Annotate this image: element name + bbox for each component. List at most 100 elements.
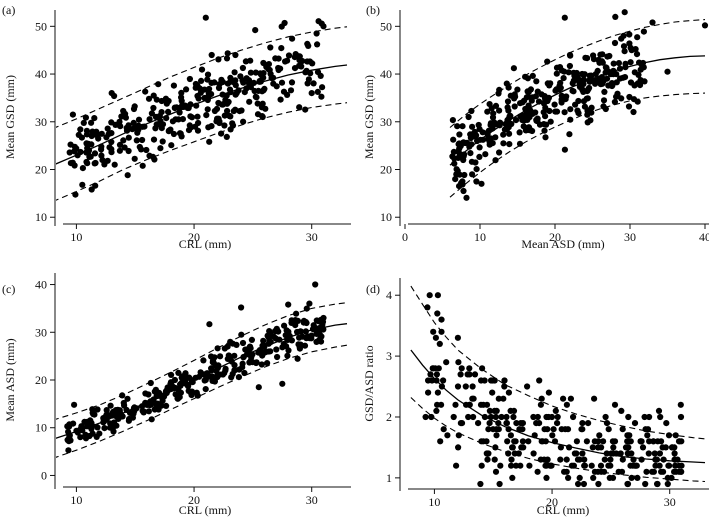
- data-point: [473, 178, 480, 185]
- y-tick-label: 4: [386, 288, 392, 302]
- data-point: [476, 153, 483, 160]
- data-point: [305, 42, 312, 50]
- data-point: [472, 159, 479, 166]
- x-axis-title: Mean ASD (mm): [521, 237, 604, 251]
- data-point: [436, 340, 443, 347]
- data-point: [457, 420, 464, 427]
- panel-b: (b) 0 10 20 30 40 10 20 30 40 50 Mean ASD (mm) Mean …: [362, 3, 709, 251]
- data-point: [560, 395, 567, 402]
- y-axis-title: GSD/ASD ratio: [362, 345, 376, 421]
- data-point: [231, 69, 238, 76]
- data-point: [223, 55, 231, 62]
- data-point: [170, 130, 177, 138]
- data-point: [639, 444, 647, 451]
- data-point: [618, 468, 626, 475]
- data-point: [516, 140, 524, 147]
- data-point: [203, 112, 210, 119]
- data-point: [168, 142, 175, 149]
- data-point: [508, 462, 515, 469]
- data-point: [130, 410, 137, 417]
- fitted-curve: [449, 55, 706, 166]
- data-point: [259, 88, 266, 95]
- data-point: [101, 425, 108, 432]
- data-point: [433, 371, 440, 378]
- data-point: [255, 384, 262, 391]
- data-point: [570, 462, 578, 469]
- data-point: [302, 106, 309, 113]
- x-tick-label: 40: [699, 230, 709, 244]
- data-point: [434, 310, 441, 317]
- data-point: [678, 468, 685, 475]
- data-point: [163, 402, 170, 409]
- data-point: [644, 426, 652, 433]
- data-point: [525, 438, 532, 445]
- data-point: [596, 432, 603, 439]
- upper-limit-curve: [410, 285, 706, 440]
- data-point: [272, 335, 279, 342]
- data-point: [622, 60, 629, 67]
- data-point: [176, 130, 184, 137]
- data-point: [240, 79, 247, 86]
- data-point: [547, 80, 554, 87]
- data-point: [672, 432, 679, 439]
- data-point: [552, 87, 559, 94]
- data-point: [307, 70, 314, 77]
- data-point: [106, 144, 113, 151]
- data-point: [281, 322, 288, 329]
- data-point: [493, 426, 500, 433]
- data-point: [519, 438, 527, 445]
- data-point: [455, 359, 462, 366]
- data-point: [187, 113, 194, 120]
- data-point: [495, 395, 502, 402]
- data-point: [504, 104, 511, 111]
- data-point: [561, 146, 569, 153]
- data-point: [246, 343, 254, 350]
- data-point: [633, 462, 640, 469]
- data-point: [265, 61, 272, 68]
- data-point: [496, 480, 503, 488]
- data-point: [549, 432, 556, 439]
- data-point: [545, 413, 552, 421]
- data-point: [458, 365, 465, 372]
- data-point: [214, 372, 221, 379]
- data-point: [254, 100, 261, 107]
- lower-limit-curve: [410, 397, 706, 483]
- y-tick-label: 20: [380, 163, 392, 177]
- data-point: [450, 136, 457, 143]
- data-point: [671, 444, 678, 451]
- data-point: [573, 438, 581, 445]
- data-point: [476, 144, 483, 151]
- data-point: [584, 95, 591, 102]
- data-point: [240, 118, 247, 125]
- x-tick-label: 20: [549, 230, 561, 244]
- data-point: [569, 80, 576, 87]
- data-point: [505, 389, 512, 396]
- data-point: [520, 444, 527, 451]
- data-point: [525, 102, 532, 109]
- data-point: [306, 300, 313, 307]
- data-point: [154, 400, 161, 407]
- upper-limit-curve: [56, 302, 348, 420]
- data-point: [626, 93, 633, 101]
- data-point: [454, 123, 461, 130]
- data-point: [91, 150, 99, 157]
- data-point: [498, 413, 505, 421]
- data-point: [320, 314, 327, 322]
- data-point: [232, 91, 239, 98]
- data-point: [609, 438, 617, 445]
- data-point: [519, 420, 527, 427]
- data-point: [553, 108, 561, 115]
- data-point: [589, 444, 596, 451]
- data-point: [588, 104, 595, 111]
- data-point: [116, 141, 124, 148]
- data-point: [125, 417, 132, 424]
- data-point: [554, 420, 561, 427]
- data-point: [639, 78, 646, 85]
- data-point: [312, 281, 319, 288]
- data-point: [91, 115, 98, 122]
- data-point: [534, 468, 541, 475]
- data-point: [493, 407, 500, 414]
- data-point: [561, 109, 568, 116]
- data-point: [107, 402, 114, 409]
- data-point: [611, 98, 619, 106]
